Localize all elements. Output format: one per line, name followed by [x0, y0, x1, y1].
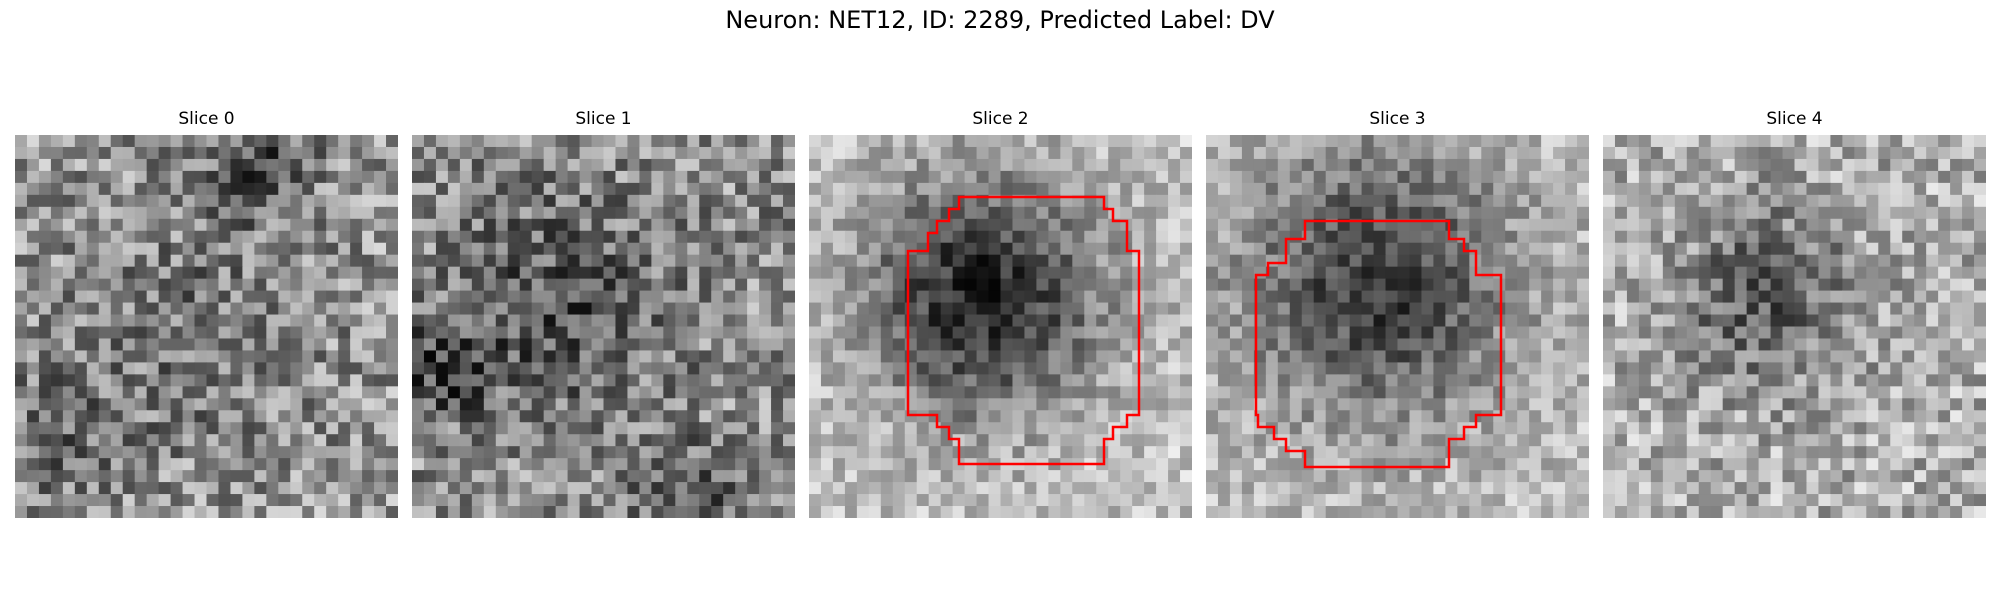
roi-outline: [906, 195, 1141, 466]
roi-outline: [1254, 219, 1503, 469]
slice-image-2: [809, 135, 1192, 518]
figure-title: Neuron: NET12, ID: 2289, Predicted Label…: [725, 6, 1275, 34]
slice-title-1: Slice 1: [575, 109, 632, 129]
slice-pixels: [412, 135, 795, 518]
slice-pixels: [1603, 135, 1986, 518]
slice-image-4: [1603, 135, 1986, 518]
slice-title-3: Slice 3: [1369, 109, 1426, 129]
slice-pixels: [15, 135, 398, 518]
slice-pixels: [1206, 135, 1589, 518]
slice-title-4: Slice 4: [1766, 109, 1823, 129]
slice-pixels: [809, 135, 1192, 518]
slice-image-3: [1206, 135, 1589, 518]
slice-title-0: Slice 0: [178, 109, 235, 129]
slice-image-0: [15, 135, 398, 518]
slice-image-1: [412, 135, 795, 518]
slice-title-2: Slice 2: [972, 109, 1029, 129]
